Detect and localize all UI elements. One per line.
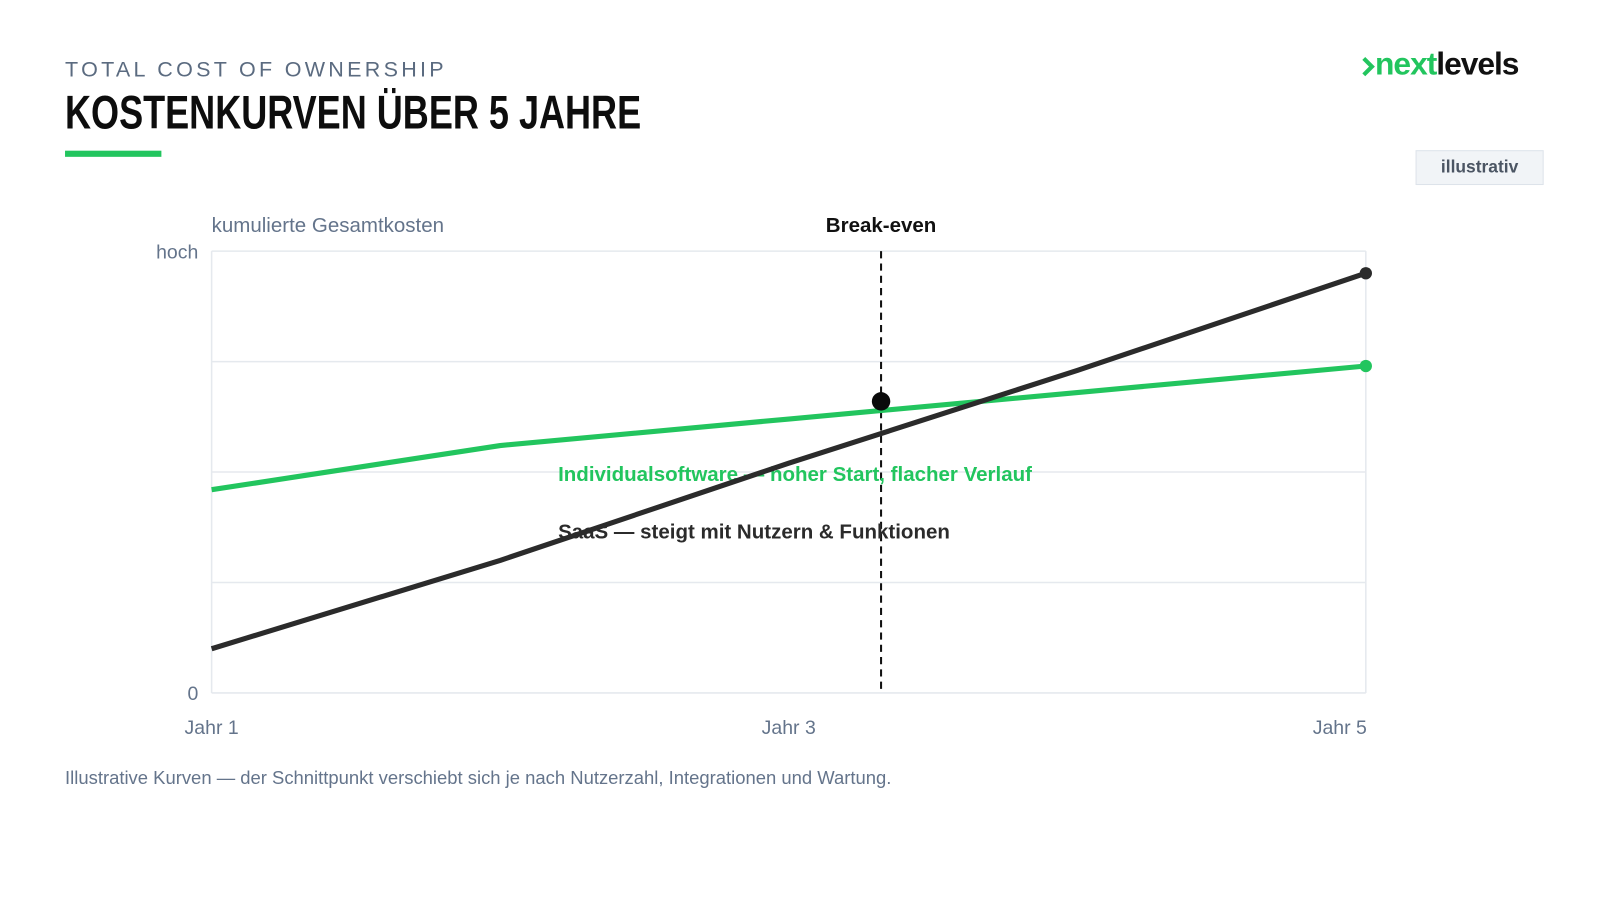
title: KOSTENKURVEN ÜBER 5 JAHRE bbox=[65, 85, 641, 138]
brand-chevron bbox=[1362, 56, 1375, 77]
series-label: SaaS — steigt mit Nutzern & Funktionen bbox=[558, 520, 950, 543]
x-tick-label: Jahr 5 bbox=[1313, 717, 1367, 739]
plot: 0 hoch Jahr 1 Jahr 3 Jahr 5 Break-even Individ… bbox=[156, 214, 1372, 739]
x-tick-label: Jahr 1 bbox=[185, 717, 239, 739]
brand-part: levels bbox=[1436, 46, 1519, 82]
footnote: Illustrative Kurven — der Schnittpunkt v… bbox=[65, 767, 891, 788]
x-tick-label: Jahr 3 bbox=[762, 717, 816, 739]
kicker: TOTAL COST OF OWNERSHIP bbox=[65, 57, 447, 81]
brand: nextlevels bbox=[1375, 46, 1519, 82]
y-axis-label: kumulierte Gesamtkosten bbox=[212, 214, 444, 237]
end-point bbox=[1359, 359, 1372, 373]
badge bbox=[1415, 150, 1544, 186]
series-label: Individualsoftware — hoher Start, flache… bbox=[558, 463, 1032, 486]
y-tick-label: 0 bbox=[187, 683, 198, 705]
series-line bbox=[210, 270, 1367, 652]
badge-label: illustrativ bbox=[1441, 157, 1519, 177]
break-even-label: Break-even bbox=[826, 214, 937, 237]
break-even-point bbox=[871, 392, 891, 411]
y-tick-label: hoch bbox=[156, 241, 198, 263]
brand-part: next bbox=[1375, 46, 1438, 82]
series-line bbox=[211, 363, 1367, 493]
title-underline bbox=[65, 150, 162, 157]
end-point bbox=[1359, 267, 1372, 280]
